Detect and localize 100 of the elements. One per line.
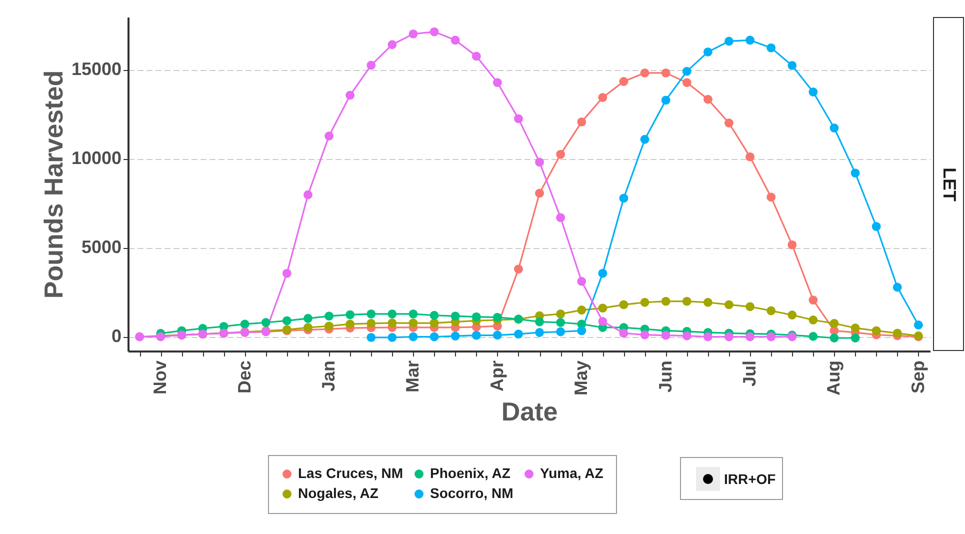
point — [766, 332, 776, 342]
point — [640, 134, 650, 144]
x-tick-label: Dec — [234, 360, 254, 394]
point — [430, 27, 439, 36]
point — [640, 68, 650, 78]
text: LET — [938, 167, 959, 201]
point — [492, 312, 502, 322]
point — [808, 316, 818, 324]
point — [556, 309, 566, 318]
legend-label: Yuma, AZ — [540, 465, 604, 481]
point — [366, 333, 376, 342]
point — [577, 117, 586, 126]
point — [746, 332, 754, 342]
point — [514, 114, 523, 124]
x-tick-label: Jul — [740, 360, 760, 387]
legend-label: Nogales, AZ — [298, 485, 379, 501]
point — [724, 300, 734, 310]
point — [682, 331, 692, 340]
point — [640, 298, 650, 307]
point — [914, 320, 923, 330]
point — [598, 93, 608, 102]
point — [619, 328, 628, 338]
point — [388, 333, 397, 342]
point — [850, 324, 860, 332]
legend-label: Socorro, NM — [430, 485, 514, 501]
point — [514, 264, 523, 274]
point — [472, 52, 481, 61]
point — [746, 302, 754, 312]
point — [788, 60, 797, 70]
point — [892, 282, 902, 292]
point — [766, 306, 776, 316]
point — [766, 43, 776, 52]
x-tick-label: Sep — [908, 360, 928, 394]
point — [472, 312, 481, 322]
point — [261, 318, 270, 327]
point — [388, 309, 397, 318]
x-tick-label: Apr — [486, 360, 507, 392]
point — [640, 330, 650, 340]
point — [661, 96, 670, 105]
legend-label: Las Cruces, NM — [298, 465, 404, 481]
point — [746, 152, 754, 162]
point — [282, 268, 292, 278]
point — [788, 240, 797, 250]
point — [872, 222, 881, 231]
point — [682, 66, 692, 76]
point — [388, 318, 397, 328]
point — [282, 316, 292, 326]
point — [366, 60, 376, 70]
point — [724, 118, 734, 128]
point — [535, 188, 544, 198]
text: IRR+OF — [724, 470, 776, 486]
point — [450, 312, 460, 321]
point — [766, 192, 776, 202]
legend-label: Phoenix, AZ — [430, 465, 511, 481]
point — [703, 47, 712, 56]
point — [703, 332, 712, 342]
point — [724, 332, 734, 342]
point — [492, 330, 502, 340]
y-tick-label: 5000 — [81, 237, 122, 258]
point — [408, 332, 418, 342]
x-tick-label: Aug — [824, 360, 844, 396]
point — [450, 332, 460, 340]
point — [304, 190, 312, 200]
y-tick-label: 0 — [111, 326, 122, 346]
point — [324, 322, 334, 331]
point — [619, 77, 628, 86]
point — [577, 306, 586, 314]
x-tick-label: Nov — [150, 360, 170, 395]
point — [577, 326, 586, 336]
point — [492, 78, 502, 88]
point — [892, 328, 902, 338]
point — [324, 132, 334, 140]
point — [304, 323, 312, 332]
point — [240, 320, 250, 329]
point — [619, 300, 628, 310]
point — [366, 318, 376, 328]
point — [304, 314, 312, 323]
y-tick-label: 15000 — [71, 59, 122, 80]
point — [598, 316, 608, 326]
point — [346, 320, 355, 329]
point — [346, 90, 355, 100]
point — [388, 40, 397, 50]
point — [430, 318, 439, 328]
point — [808, 296, 818, 305]
point — [324, 312, 334, 321]
point — [408, 29, 418, 38]
point — [535, 158, 544, 167]
x-tick-label: Jan — [318, 360, 339, 392]
point — [830, 124, 839, 132]
point — [850, 334, 860, 342]
point — [703, 298, 712, 307]
y-tick-label: 10000 — [71, 148, 122, 168]
point — [535, 328, 544, 337]
point — [808, 88, 818, 96]
point — [661, 68, 670, 78]
point — [556, 150, 566, 159]
point — [808, 332, 818, 341]
point — [788, 310, 797, 320]
point — [598, 304, 608, 313]
point — [556, 327, 566, 336]
